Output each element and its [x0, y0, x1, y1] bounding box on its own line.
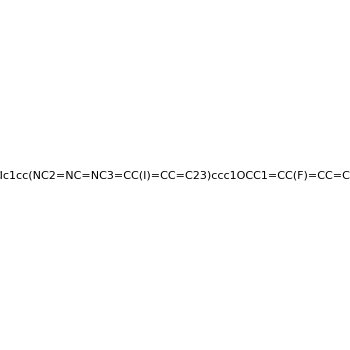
Text: Clc1cc(NC2=NC=NC3=CC(I)=CC=C23)ccc1OCC1=CC(F)=CC=C1: Clc1cc(NC2=NC=NC3=CC(I)=CC=C23)ccc1OCC1=…	[0, 170, 350, 180]
